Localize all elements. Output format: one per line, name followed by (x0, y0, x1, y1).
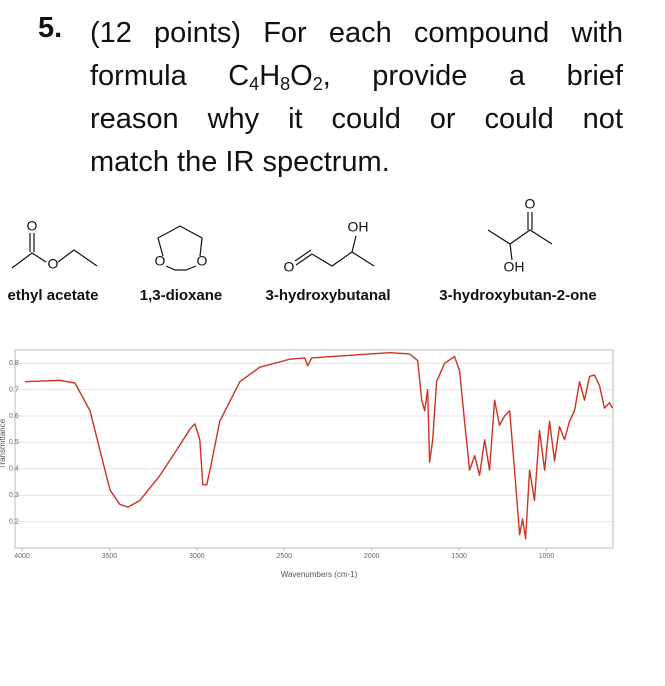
question-line: reason why it could or could not (90, 103, 623, 135)
structure: O OH (487, 196, 553, 275)
x-tick-label: 4000 (14, 553, 30, 560)
atom-label: O (48, 256, 59, 272)
y-tick-label: 0.8 (9, 360, 19, 367)
x-tick-label: 1000 (539, 553, 555, 560)
y-tick-label: 0.7 (9, 386, 19, 393)
y-axis-label: Transmittance (0, 418, 7, 469)
x-tick-label: 1500 (451, 553, 467, 560)
x-axis-label: Wavenumbers (cm-1) (281, 570, 358, 579)
element-symbol: O (290, 60, 313, 92)
atom-label: OH (348, 219, 369, 235)
compound-name: 1,3-dioxane (140, 287, 223, 304)
structure: OH O (284, 219, 375, 275)
x-tick-label: 3500 (102, 553, 118, 560)
x-tick-label: 2000 (364, 553, 380, 560)
text: , provide a brief (322, 60, 623, 92)
element-symbol: C (228, 60, 250, 92)
plot-frame (14, 349, 614, 549)
question-line: formula C4H8O2, provide a brief (90, 55, 623, 98)
atom-label: O (525, 196, 536, 212)
question-line: (12 points) For each compound with (90, 17, 623, 49)
formula: C4H8O2 (228, 60, 323, 94)
spectrum-line (24, 351, 614, 540)
subscript: 8 (280, 74, 291, 94)
y-tick-label: 0.4 (9, 466, 19, 473)
subscript: 2 (312, 74, 323, 94)
atom-label: OH (504, 259, 525, 275)
y-tick-label: 0.3 (9, 492, 19, 499)
chart: 0.2 0.3 0.4 0.5 0.6 0.7 0.8 4000 3500 3000 2500 200… (0, 351, 614, 579)
compound-name: 3-hydroxybutan-2-one (439, 287, 597, 304)
question-number: 5. (38, 12, 63, 44)
y-tick-label: 0.5 (9, 439, 19, 446)
y-tick-label: 0.6 (9, 413, 19, 420)
x-tick-label: 2500 (276, 553, 292, 560)
x-tick-label: 3000 (189, 553, 205, 560)
compound-name: ethyl acetate (8, 287, 99, 304)
compound-name: 3-hydroxybutanal (265, 287, 390, 304)
question-text: (12 points) For each compound with formu… (90, 12, 623, 184)
subscript: 4 (249, 74, 260, 94)
atom-label: O (155, 253, 166, 269)
atom-label: O (197, 253, 208, 269)
structure: O O (11, 218, 98, 272)
atom-label: O (27, 218, 38, 234)
question-line: match the IR spectrum. (90, 146, 390, 178)
element-symbol: H (259, 60, 281, 92)
atom-label: O (284, 259, 295, 275)
y-tick-label: 0.2 (9, 518, 19, 525)
text: formula (90, 60, 187, 92)
structure: O O (155, 225, 208, 271)
